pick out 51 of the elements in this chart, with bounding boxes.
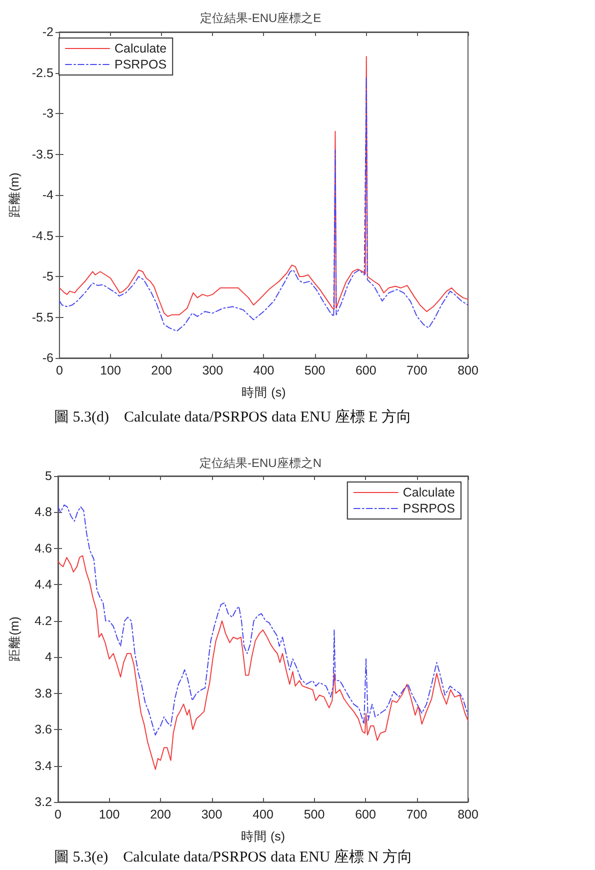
legend-label: Calculate — [402, 486, 456, 500]
chart-title: 定位結果-ENU座標之N — [200, 456, 322, 470]
x-tick-label: 200 — [150, 808, 171, 822]
y-tick-label: 4 — [45, 650, 52, 664]
y-tick-label: -5 — [42, 270, 54, 284]
x-tick-label: 500 — [304, 808, 325, 822]
y-tick-label: -5.5 — [32, 310, 54, 324]
x-tick-label: 300 — [202, 364, 224, 378]
y-tick-label: -2 — [42, 25, 54, 39]
x-tick-label: 300 — [201, 808, 222, 822]
caption: 圖 5.3(d) Calculate data/PSRPOS data ENU 座標 E 方向 — [54, 408, 412, 426]
y-tick-label: -6 — [42, 351, 54, 365]
y-axis-title: 距離(m) — [8, 172, 22, 218]
y-axis-title: 距離(m) — [8, 616, 22, 662]
x-tick-label: 400 — [253, 364, 274, 378]
x-tick-label: 100 — [100, 364, 121, 378]
x-tick-label: 200 — [151, 364, 172, 378]
x-tick-label: 500 — [304, 364, 326, 378]
y-tick-label: -4 — [42, 188, 54, 202]
x-tick-label: 0 — [56, 364, 63, 378]
x-tick-label: 600 — [355, 364, 376, 378]
x-tick-label: 800 — [458, 364, 478, 378]
legend-label: PSRPOS — [114, 58, 167, 72]
x-axis-title: 時間 (s) — [242, 386, 286, 400]
x-tick-label: 700 — [406, 364, 428, 378]
x-tick-label: 100 — [98, 808, 120, 822]
caption: 圖 5.3(e) Calculate data/PSRPOS data ENU 座標 N 方向 — [54, 848, 412, 866]
x-tick-label: 0 — [54, 808, 62, 822]
legend-label: Calculate — [114, 42, 167, 56]
y-tick-label: 3.8 — [34, 686, 52, 700]
y-tick-label: 3.4 — [34, 758, 52, 773]
line-series — [58, 504, 468, 736]
y-tick-label: -3.5 — [32, 147, 54, 162]
line-series — [58, 555, 468, 770]
x-tick-label: 600 — [355, 808, 376, 822]
y-tick-label: 5 — [45, 469, 52, 483]
x-axis-title: 時間 (s) — [240, 830, 286, 844]
x-tick-label: 700 — [406, 808, 428, 822]
x-tick-label: 800 — [458, 808, 478, 822]
legend-label: PSRPOS — [402, 502, 455, 516]
y-tick-label: 4.8 — [34, 505, 52, 520]
y-tick-label: -3 — [42, 106, 54, 120]
x-tick-label: 400 — [252, 808, 274, 822]
y-tick-label: -2.5 — [32, 66, 54, 80]
chart-title: 定位結果-ENU座標之E — [200, 11, 322, 25]
y-tick-label: 3.6 — [34, 722, 52, 737]
y-tick-label: 4.4 — [34, 578, 52, 592]
y-tick-label: 3.2 — [34, 795, 52, 809]
y-tick-label: 4.2 — [34, 614, 52, 628]
y-tick-label: 4.6 — [34, 541, 52, 556]
y-tick-label: -4.5 — [32, 228, 54, 243]
